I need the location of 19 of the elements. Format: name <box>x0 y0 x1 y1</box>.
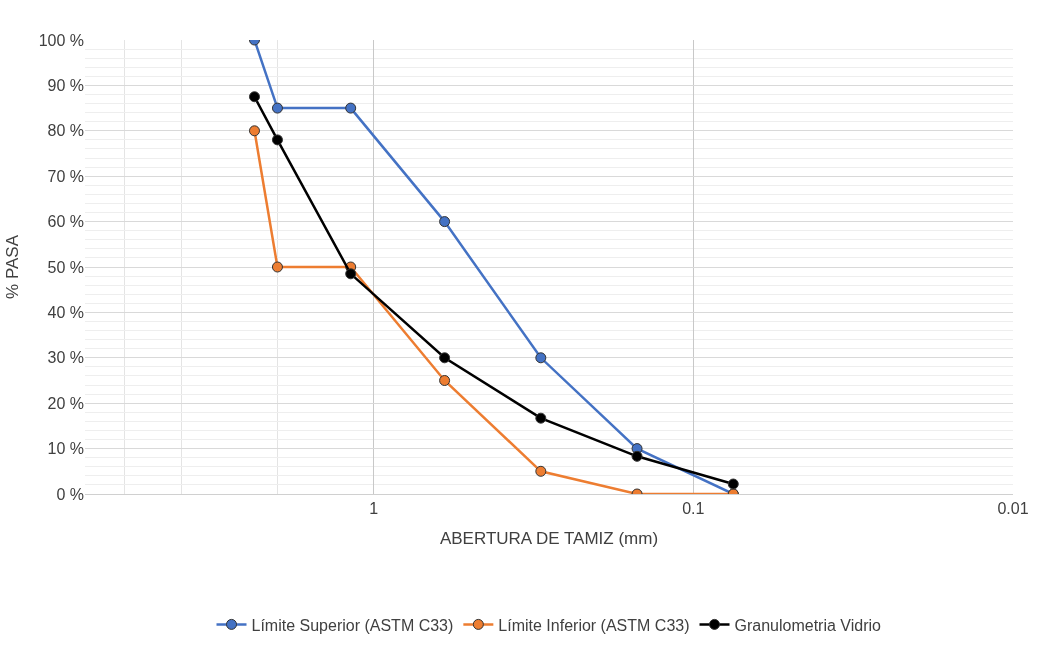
x-tick-label: 0.01 <box>997 500 1029 518</box>
y-tick-label: 50 % <box>47 258 84 276</box>
y-tick-label: 70 % <box>47 167 84 185</box>
y-tick-label: 40 % <box>47 304 84 321</box>
legend-label: Límite Superior (ASTM C33) <box>251 616 454 634</box>
y-tick-label: 60 % <box>47 213 84 231</box>
x-tick-label: 0.1 <box>682 500 705 518</box>
legend-label: Límite Inferior (ASTM C33) <box>498 616 690 634</box>
y-tick-label: 20 % <box>47 394 84 412</box>
x-axis-title: ABERTURA DE TAMIZ (mm) <box>439 528 659 548</box>
y-tick-label: 90 % <box>47 77 84 94</box>
legend-label: Granulometria Vidrio <box>734 616 882 634</box>
y-tick-label: 0 % <box>56 485 84 503</box>
y-axis-title: % PASA <box>3 234 23 299</box>
y-tick-label: 10 % <box>47 440 84 458</box>
y-tick-label: 100 % <box>38 31 84 49</box>
x-tick-label: 1 <box>369 500 379 518</box>
y-tick-label: 80 % <box>47 122 84 140</box>
y-tick-label: 30 % <box>47 349 84 367</box>
